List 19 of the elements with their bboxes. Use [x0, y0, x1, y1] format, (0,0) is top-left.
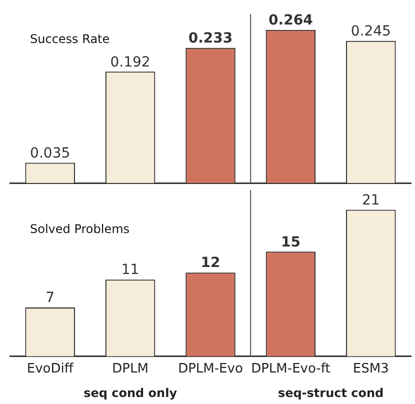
data-label: 0.245 [350, 24, 391, 40]
x-tick-label: ESM3 [352, 362, 389, 377]
data-label: 0.035 [30, 145, 70, 162]
x-tick-label: DPLM-Evo [178, 362, 243, 377]
data-label: 15 [280, 234, 300, 250]
data-label: 7 [46, 290, 55, 306]
data-label: 12 [200, 255, 220, 272]
x-tick-label: DPLM-Evo-ft [251, 362, 330, 377]
x-tick-label: DPLM [112, 362, 148, 377]
data-label: 0.233 [188, 30, 233, 47]
chart-title: Success Rate [30, 32, 110, 46]
text: seq-struct cond [278, 386, 384, 400]
text: Solved Problems [30, 222, 130, 236]
data-label: 11 [121, 262, 140, 278]
data-label: 0.264 [268, 12, 314, 29]
text: seq cond only [84, 386, 178, 400]
x-tick-label: EvoDiff [26, 362, 74, 377]
data-label: 21 [362, 192, 380, 208]
data-label: 0.192 [110, 54, 150, 70]
